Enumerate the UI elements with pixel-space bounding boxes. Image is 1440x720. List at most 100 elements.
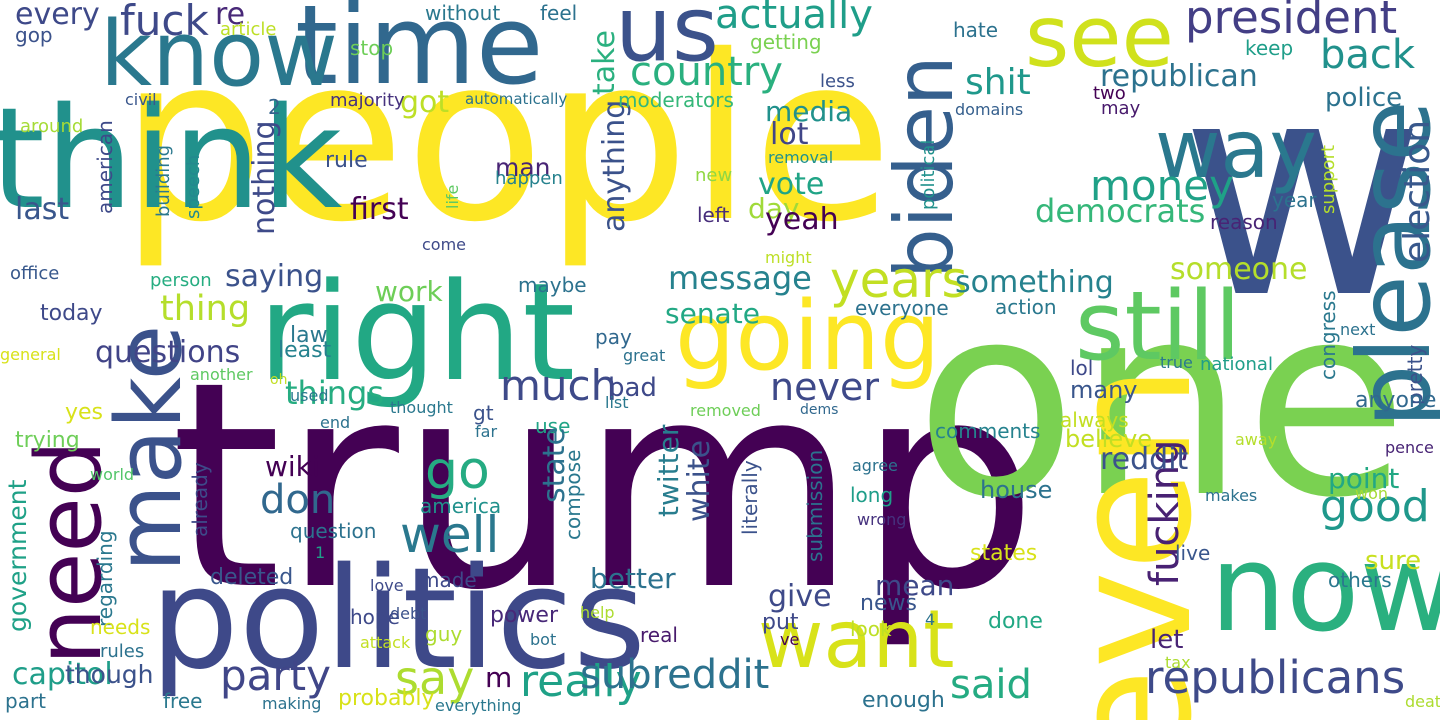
word-around: around [20,116,84,137]
word-true: true [1160,353,1193,372]
word-right: right [258,254,576,411]
word-going: going [675,282,941,392]
word-happen: happen [495,168,563,189]
word-makes: makes [1205,486,1258,505]
word-made: made [420,568,477,592]
word-hope: hope [350,605,400,629]
word-news: news [860,591,917,616]
word-regarding: regarding [93,530,117,627]
word-everyone: everyone [855,296,949,320]
word-rules: rules [100,641,145,662]
word-getting: getting [750,30,822,54]
word-states: states [970,541,1038,566]
word-pay: pay [595,325,632,349]
word-submission: submission [803,449,827,562]
word-anything: anything [597,99,632,232]
word-probably: probably [338,686,435,711]
word-building: building [153,144,174,217]
word-first: first [350,192,409,227]
word-never: never [770,365,879,409]
word-questions: questions [95,335,241,370]
word-tax: tax [1165,653,1191,672]
word-point: point [1328,462,1400,495]
word-put: put [762,610,799,635]
word-bot: bot [530,630,557,649]
word-needs: needs [90,615,151,639]
word-want: want [758,593,955,686]
word-us: us [615,0,719,82]
word-used: used [290,386,329,405]
word-government: government [3,479,32,632]
word-election: election [1397,119,1438,263]
word-last: last [15,192,70,227]
word-believe: believe [1065,425,1153,453]
word-time: time [295,0,544,109]
word-hate: hate [953,18,999,42]
word-everything: everything [435,696,522,715]
word-pence: pence [1385,438,1434,457]
word-thing: thing [160,289,251,329]
word-though: though [65,660,154,689]
word-without: without [425,1,501,25]
word-national: national [1200,354,1273,375]
word-help: help [580,603,615,622]
word-actually: actually [715,0,873,38]
word-live: live [1175,541,1211,565]
word-literally: literally [738,460,762,535]
word-got: got [400,85,450,120]
word-work: work [375,275,443,308]
word-mean: mean [875,569,955,602]
word-long: long [850,483,894,507]
word-good: good [1320,481,1430,532]
word-far: far [475,422,498,441]
word-another: another [190,365,253,384]
word-world: world [90,465,135,484]
word-action: action [995,295,1057,319]
word-free: free [163,689,203,713]
word-america: america [420,494,502,518]
word-shit: shit [965,62,1031,103]
word-capitol: capitol [12,657,113,692]
word-new: new [695,165,733,186]
word-power: power [490,603,558,628]
word-maybe: maybe [518,273,587,297]
word-1: 1 [315,543,326,562]
word-less: less [820,71,855,92]
word-man: man [495,153,551,182]
word-office: office [10,263,60,284]
word-better: better [590,562,676,595]
word-least: least [278,338,332,363]
word-law: law [290,323,328,348]
word-republicans: republicans [1145,651,1406,704]
word-others: others [1328,568,1392,592]
word-look: look [850,617,892,641]
word-4: 4 [925,610,936,629]
word-money: money [1090,161,1234,210]
word-attack: attack [360,633,411,652]
word-take: take [587,30,622,95]
word-nothing: nothing [247,120,282,235]
word-death: death [1405,692,1440,711]
word-don: don [260,477,336,523]
word-use: use [535,414,571,438]
word-people: people [120,6,893,272]
word-yes: yes [65,400,104,425]
word-oh: oh [270,372,288,388]
word-always: always [1060,408,1129,432]
word-political: political [918,139,939,210]
word-removal: removal [768,148,834,167]
word-love: love [370,576,404,595]
word-said: said [950,662,1032,708]
word-support: support [1318,144,1339,214]
word-lot: lot [770,117,809,152]
word-moderators: moderators [618,88,734,112]
word-way: way [1155,103,1317,196]
word-gop: gop [15,23,53,47]
word-let: let [1150,625,1184,655]
word-house: house [980,476,1053,504]
word-dems: dems [800,402,839,418]
word-someone: someone [1170,252,1308,287]
word-wiki: wiki [265,450,320,483]
word-day: day [748,192,800,225]
